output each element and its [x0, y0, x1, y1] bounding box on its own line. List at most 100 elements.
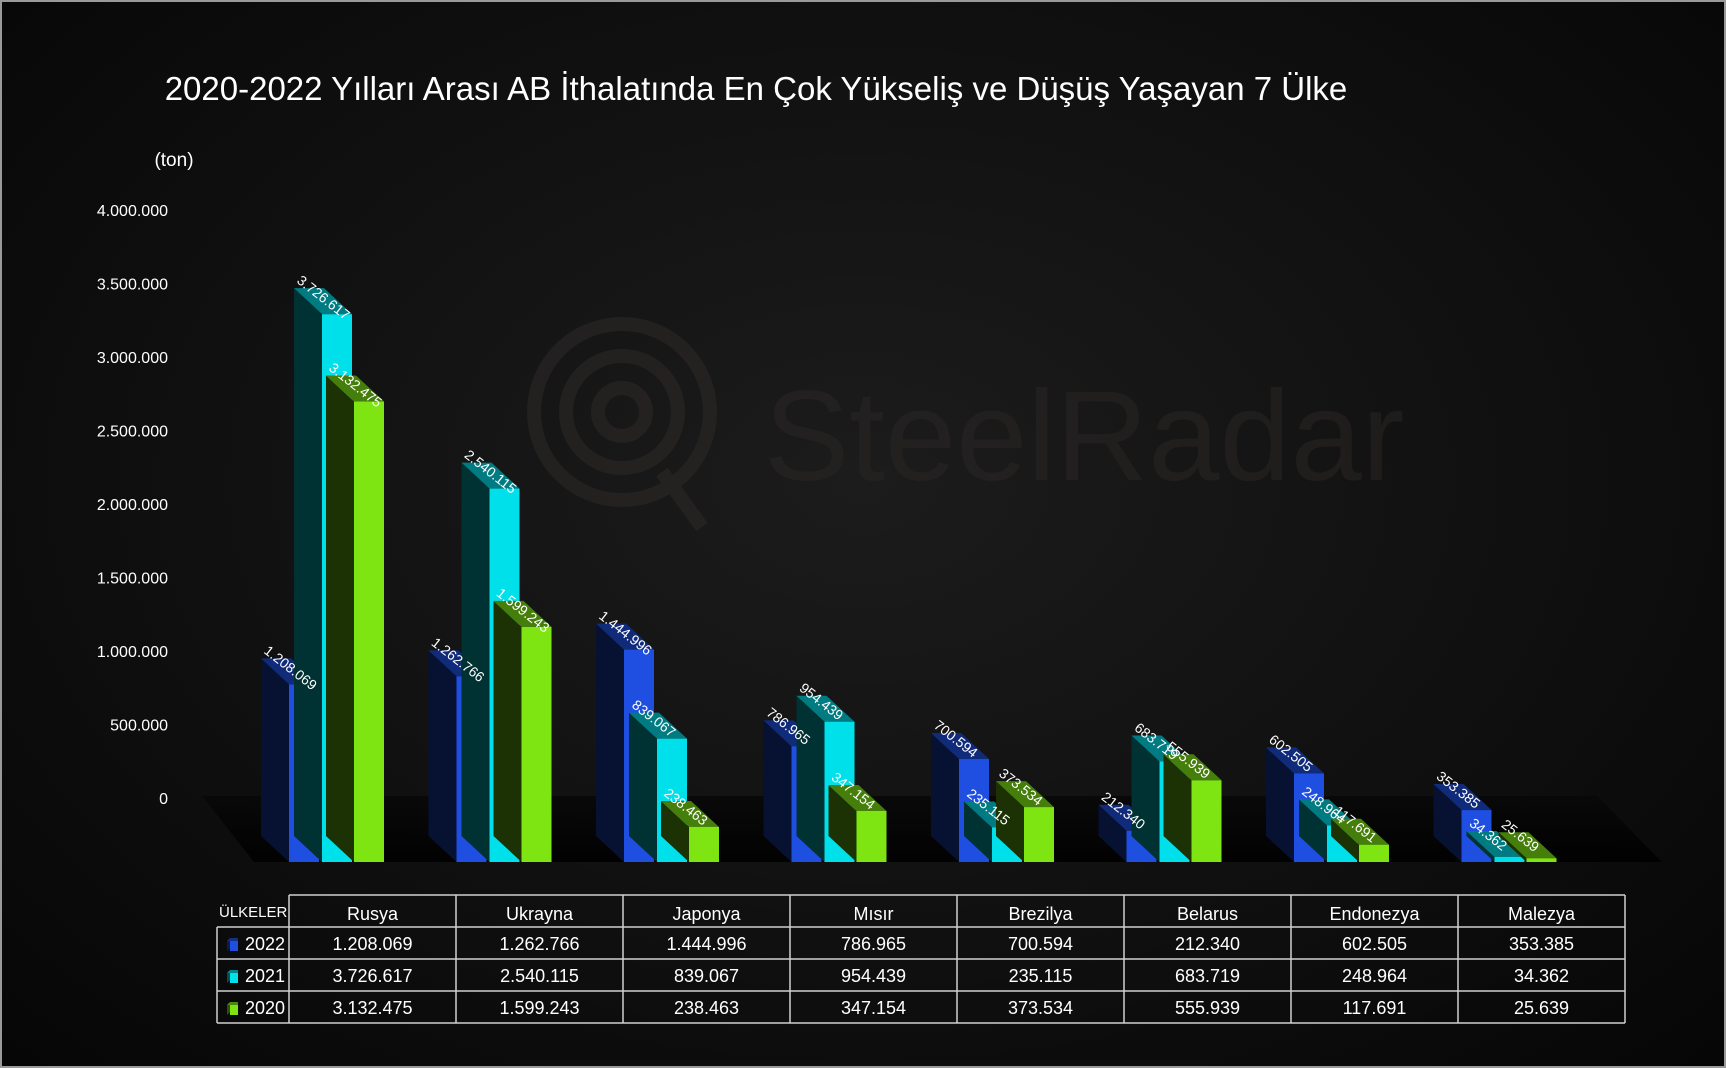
- table-cell: 3.132.475: [332, 998, 412, 1018]
- bar-front-face: [856, 810, 887, 862]
- legend-key-2021: [227, 970, 238, 983]
- bar-side-face: [1498, 832, 1527, 862]
- table-cell: 238.463: [674, 998, 739, 1018]
- table-cell: 3.726.617: [332, 966, 412, 986]
- bar-top-face: [1433, 784, 1492, 811]
- table-cell: 235.115: [1009, 966, 1073, 986]
- chart-title: 2020-2022 Yılları Arası AB İthalatında E…: [165, 70, 1348, 107]
- bar-side-face: [294, 288, 322, 863]
- watermark-logo: SteelRadar: [527, 317, 1404, 532]
- bar-side-face: [461, 462, 490, 862]
- table-header-label: ÜLKELER: [219, 903, 288, 921]
- table-category-label: Rusya: [347, 904, 399, 924]
- table-category-label: Endonezya: [1329, 904, 1420, 924]
- bar-front-face: [1191, 780, 1222, 862]
- bar-top-face: [661, 800, 719, 827]
- bar-top-face: [1331, 818, 1389, 845]
- table-cell: 602.505: [1342, 934, 1407, 954]
- bar-side-face: [1433, 784, 1462, 862]
- y-axis: 0 500.000 1.000.000 1.500.000 2.000.000 2.500…: [97, 203, 168, 808]
- bar-front-face: [1494, 856, 1525, 862]
- y-tick-label: 3.000.000: [97, 350, 168, 367]
- bar-top-face: [461, 462, 520, 489]
- table-cell: 1.599.243: [499, 998, 579, 1018]
- table-cell: 839.067: [674, 966, 739, 986]
- bar-2020-4: [996, 781, 1054, 862]
- bar-side-face: [1163, 754, 1192, 862]
- table-category-label: Malezya: [1508, 904, 1576, 924]
- bar-side-face: [1331, 818, 1359, 862]
- bar-2020-0: [326, 375, 384, 862]
- y-axis-unit-label: (ton): [154, 150, 193, 171]
- bar-top-face: [629, 712, 687, 739]
- bar-2020-5: [1163, 754, 1222, 862]
- table-cell: 1.444.996: [666, 934, 746, 954]
- bar-top-face: [1163, 754, 1222, 781]
- bar-side-face: [828, 784, 857, 862]
- bar-front-face: [689, 826, 719, 862]
- table-category-label: Mısır: [854, 904, 894, 924]
- bar-top-face: [796, 695, 855, 722]
- bar-side-face: [1299, 799, 1327, 862]
- bar-top-face: [596, 623, 654, 650]
- bars-group: [261, 288, 1557, 863]
- y-tick-label: 2.500.000: [97, 424, 168, 441]
- bar-front-face: [521, 626, 552, 862]
- legend-key-2020: [227, 1002, 238, 1015]
- bar-front-face: [1024, 807, 1054, 862]
- bar-2020-6: [1331, 818, 1389, 862]
- bar-side-face: [763, 720, 792, 862]
- bar-top-face: [326, 375, 384, 402]
- table-category-label: Ukrayna: [506, 904, 574, 924]
- bar-top-face: [1266, 747, 1324, 774]
- bar-side-face: [1131, 735, 1160, 862]
- bar-2021-7: [1466, 830, 1525, 862]
- table-cell: 347.154: [841, 998, 906, 1018]
- legend-key-2022: [227, 938, 238, 951]
- legend-series-name: 2021: [245, 966, 285, 986]
- table-cell: 212.340: [1175, 934, 1240, 954]
- table-cell: 248.964: [1342, 966, 1407, 986]
- bar-top-face: [1498, 832, 1557, 859]
- table-cell: 353.385: [1509, 934, 1574, 954]
- table-cell: 954.439: [841, 966, 906, 986]
- bar-side-face: [1098, 804, 1127, 862]
- bar-top-face: [1466, 830, 1525, 857]
- bar-top-face: [931, 733, 989, 760]
- watermark-text: SteelRadar: [764, 365, 1404, 508]
- bar-2020-1: [493, 600, 552, 862]
- table-category-label: Brezilya: [1008, 904, 1073, 924]
- table-cell: 25.639: [1514, 998, 1569, 1018]
- bar-front-face: [1359, 844, 1389, 862]
- legend-series-name: 2020: [245, 998, 285, 1018]
- y-tick-label: 1.500.000: [97, 571, 168, 588]
- table-category-label: Belarus: [1177, 904, 1238, 924]
- y-tick-label: 500.000: [110, 718, 168, 735]
- bar-side-face: [796, 695, 825, 862]
- bar-side-face: [493, 600, 522, 862]
- table-cell: 34.362: [1514, 966, 1569, 986]
- legend-series-name: 2022: [245, 934, 285, 954]
- data-table: ÜLKELER Rusya Ukrayna Japonya Mısır Brezilya B…: [216, 894, 1626, 1024]
- table-cell: 1.262.766: [499, 934, 579, 954]
- bar-2020-2: [661, 800, 719, 862]
- bar-side-face: [661, 800, 689, 862]
- bar-side-face: [964, 801, 992, 862]
- bar-side-face: [931, 733, 959, 862]
- bar-side-face: [996, 781, 1024, 862]
- table-cell: 683.719: [1175, 966, 1240, 986]
- table-cell: 786.965: [841, 934, 906, 954]
- table-cell: 700.594: [1008, 934, 1073, 954]
- table-cell: 117.691: [1343, 998, 1407, 1018]
- table-cell: 2.540.115: [500, 966, 579, 986]
- table-cell: 555.939: [1175, 998, 1240, 1018]
- bar-side-face: [428, 650, 457, 862]
- table-cell: 373.534: [1008, 998, 1073, 1018]
- bar-side-face: [596, 623, 624, 862]
- bar-2021-2: [629, 712, 687, 862]
- bar-top-face: [996, 781, 1054, 808]
- bar-top-face: [294, 288, 352, 315]
- y-tick-label: 1.000.000: [97, 644, 168, 661]
